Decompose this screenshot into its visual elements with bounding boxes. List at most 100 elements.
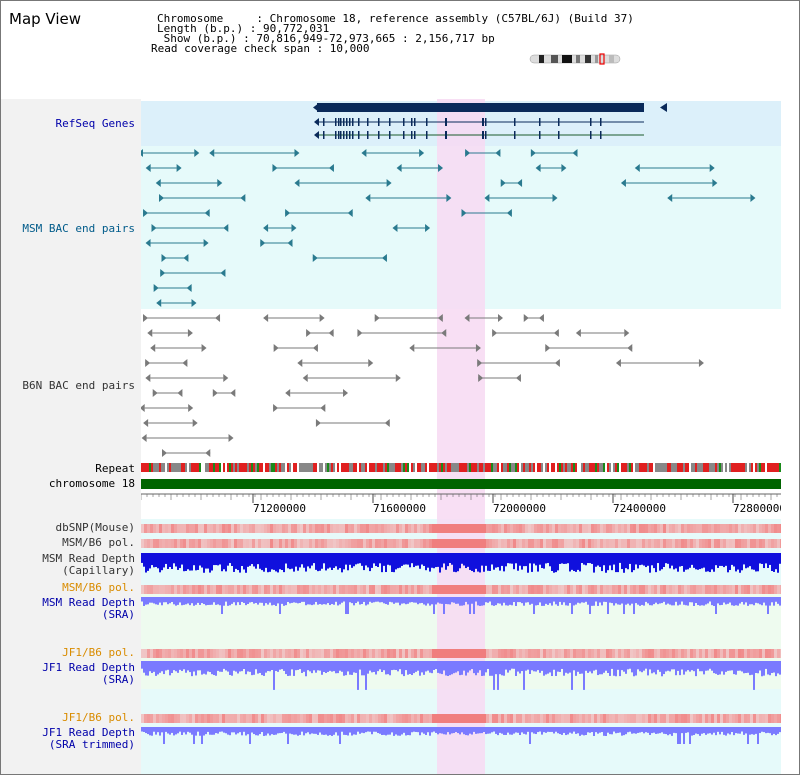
b6n-bac-end-marker [150,344,156,352]
jf1-pol-cell [384,649,387,658]
msm-pol-cell [525,539,528,548]
msm-capillary-depth-bar [711,553,713,570]
msm-sra-depth-bar [159,597,161,603]
msm-sra-depth-bar [547,597,549,605]
chromosome-ideogram-icon[interactable] [529,53,625,65]
msm-capillary-depth-bar [349,553,351,565]
msm-capillary-depth-bar [725,553,727,566]
jf1-trim-depth-bar [517,727,519,733]
msm-sra-depth-bar [455,597,457,604]
jf1-trim-depth-bar [485,727,487,735]
dbsnp-cell [549,524,552,533]
jf1-trim-depth-bar [587,727,589,733]
msm-pol-cell [315,539,318,548]
jf1-pol2-cell [264,714,267,723]
msm-sra-depth-bar [439,597,441,604]
msm-capillary-depth-bar [279,553,281,570]
repeat-mark [565,463,567,472]
jf1-pol-cell [750,649,753,658]
msm-pol-cell [624,539,627,548]
jf1-sra-depth-bar [617,661,619,670]
msm-capillary-depth-bar [543,553,545,569]
msm-pol-cell [642,539,645,548]
msm-sra-depth-bar [371,597,373,603]
jf1-sra-depth-bar [495,661,497,675]
msm-capillary-depth-bar [625,553,627,569]
jf1-trim-depth-bar [401,727,403,735]
exon [514,131,516,139]
msm-pol2-cell [255,585,258,594]
jf1-pol-cell [537,649,540,658]
dbsnp-cell [354,524,357,533]
repeat-mark [733,463,735,472]
dbsnp-cell [570,524,573,533]
jf1-pol-cell [399,649,402,658]
msm-pol-cell [438,539,441,548]
repeat-mark [257,463,259,472]
msm-sra-depth-bar [389,597,391,602]
exon [514,118,516,126]
repeat-mark [675,463,677,472]
jf1-sra-depth-bar [755,661,757,673]
jf1-trim-depth-bar [725,727,727,736]
repeat-mark [685,463,687,472]
jf1-sra-depth-bar [577,661,579,672]
msm-pol-cell [540,539,543,548]
jf1-pol2-cell [339,714,342,723]
jf1-pol2-cell [273,714,276,723]
jf1-pol2-cell [450,714,453,723]
jf1-trim-depth-bar [375,727,377,732]
msm-pol2-cell [273,585,276,594]
msm-pol-cell [249,539,252,548]
msm-sra-depth-bar [247,597,249,604]
jf1-pol2-cell [573,714,576,723]
jf1-trim-depth-bar [603,727,605,736]
msm-capillary-depth-bar [549,553,551,567]
exon [590,131,592,139]
repeat-mark [237,463,239,472]
msm-sra-depth-bar [449,597,451,605]
b6n-bac-end-marker [285,389,291,397]
jf1-sra-depth-bar [705,661,707,671]
jf1-pol2-cell [438,714,441,723]
msm-capillary-depth-bar [487,553,489,571]
dbsnp-cell [573,524,576,533]
ruler-label: 72400000 [613,502,666,515]
jf1-pol2-cell [375,714,378,723]
jf1-sra-depth-bar [353,661,355,673]
jf1-trim-depth-bar [167,727,169,734]
msm-capillary-depth-bar [607,553,609,571]
jf1-trim-depth-bar [657,727,659,734]
jf1-trim-depth-bar [743,727,745,735]
jf1-pol2-cell [411,714,414,723]
jf1-pol-cell [465,649,468,658]
msm-pol2-cell [633,585,636,594]
msm-sra-depth-bar [579,597,581,604]
msm-sra-depth-bar [499,597,501,604]
msm-pol-cell [237,539,240,548]
dbsnp-cell [180,524,183,533]
jf1-pol2-cell [435,714,438,723]
msm-capillary-depth-bar [437,553,439,567]
b6n-bac-end-marker [374,314,380,322]
msm-pol2-cell [336,585,339,594]
track-plot-area[interactable]: 71200000 71600000 72000000 72400000 72800000 [138,99,786,774]
jf1-pol-cell [741,649,744,658]
jf1-sra-depth-bar [183,661,185,670]
jf1-pol-cell [570,649,573,658]
msm-capillary-depth-bar [457,553,459,572]
jf1-sra-depth-bar [367,661,369,674]
jf1-sra-depth-bar [331,661,333,672]
jf1-trim-depth-bar [315,727,317,734]
b6n-bac-end-marker [478,374,484,382]
jf1-pol-cell [480,649,483,658]
msm-pol-cell [609,539,612,548]
dbsnp-cell [624,524,627,533]
repeat-mark [251,463,253,472]
jf1-pol2-cell [699,714,702,723]
jf1-pol-cell [597,649,600,658]
msm-capillary-depth-bar [305,553,307,572]
jf1-sra-depth-bar [275,661,277,671]
jf1-sra-depth-bar [583,661,585,690]
msm-bac-end-marker [712,179,718,187]
